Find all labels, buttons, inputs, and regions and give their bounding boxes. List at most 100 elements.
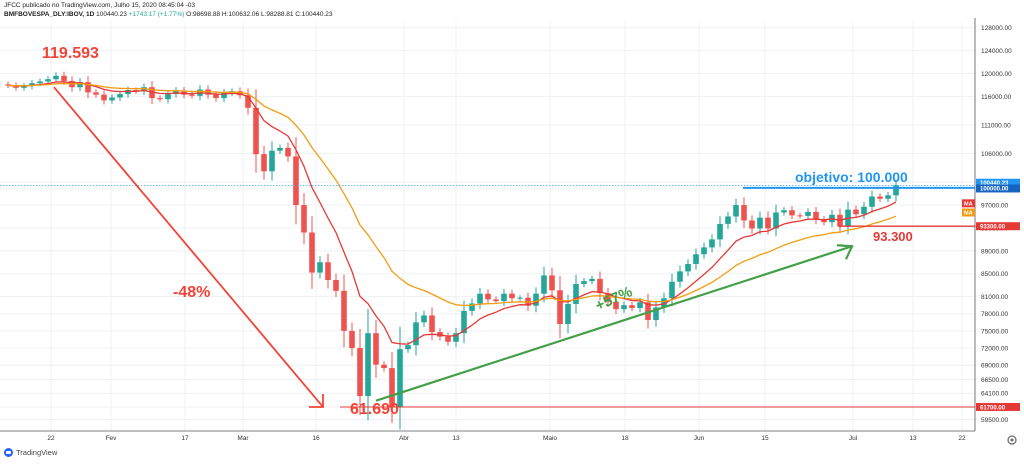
x-tick-label: 15	[761, 435, 769, 442]
low-value-label: 61.690	[350, 401, 399, 418]
x-tick-label: Mar	[237, 435, 249, 442]
candle-body	[645, 302, 651, 321]
candle-body	[581, 281, 587, 284]
brand-name: TradingView	[16, 448, 58, 457]
target-label: objetivo: 100.000	[795, 169, 908, 185]
ma-slow-badge-text: MA	[964, 210, 973, 216]
support-price-badge-bg	[976, 222, 1020, 231]
ohlc-values: O:98698.88 H:100632.06 L:98288.81 C:1004…	[186, 11, 333, 18]
settings-gear-icon	[1007, 435, 1017, 445]
x-tick-label: Maio	[543, 435, 557, 442]
moving-average-fast	[7, 81, 897, 345]
candle-body	[485, 293, 491, 300]
grid-lines	[0, 22, 975, 431]
candle-body	[29, 83, 35, 87]
candle-body	[309, 232, 315, 273]
y-tick-label: 85000.00	[981, 271, 1008, 278]
x-tick-label: 17	[181, 435, 189, 442]
candle-body	[349, 330, 355, 349]
candle-body	[269, 150, 275, 172]
candle-body	[773, 212, 779, 229]
candle-body	[445, 336, 451, 342]
target-price-badge-text: 100000.00	[980, 187, 1009, 193]
candle-body	[565, 304, 571, 325]
candle-body	[429, 315, 435, 333]
y-tick-label: 120000.00	[981, 71, 1012, 78]
high-value-label: 119.593	[42, 45, 99, 62]
candle-body	[181, 90, 187, 95]
y-tick-label: 69000.00	[981, 363, 1008, 370]
candle-body	[109, 97, 115, 101]
x-tick-label: Jul	[849, 435, 858, 442]
candle-body	[341, 290, 347, 331]
candle-body	[45, 79, 51, 82]
candle-body	[213, 94, 219, 99]
target-price-badge-bg	[976, 184, 1020, 193]
candle-body	[701, 247, 707, 255]
target-price-badge: 100000.00	[976, 184, 1020, 193]
low-price-badge: 61700.00	[976, 402, 1020, 411]
candle-body	[813, 211, 819, 220]
current-price-badge-bg	[976, 178, 1020, 187]
candle-body	[157, 98, 163, 100]
low-price-badge-bg	[976, 402, 1020, 411]
candle-body	[637, 302, 643, 309]
candle-body	[325, 262, 331, 280]
x-tick-label: Fev	[106, 435, 118, 442]
candle-body	[613, 301, 619, 310]
candle-body	[541, 275, 547, 294]
moving-average-slow	[7, 82, 897, 307]
candle-body	[669, 281, 675, 299]
y-tick-label: 78000.00	[981, 311, 1008, 318]
candle-body	[533, 293, 539, 306]
candle-body	[573, 283, 579, 305]
candle-body	[725, 216, 731, 224]
candle-body	[821, 219, 827, 223]
candle-body	[53, 75, 59, 80]
x-tick-label: 13	[909, 435, 917, 442]
candle-body	[389, 368, 395, 408]
chart-header: JFCC publicado no TradingView.com, Julho…	[4, 0, 1004, 22]
price-change: +1743.17 (+1.77%)	[128, 11, 185, 18]
candle-body	[461, 310, 467, 334]
y-tick-label: 72000.00	[981, 346, 1008, 353]
candle-body	[277, 147, 283, 151]
candle-body	[589, 278, 595, 282]
x-tick-label: 22	[47, 435, 55, 442]
candle-body	[261, 154, 267, 172]
y-tick-label: 116000.00	[981, 94, 1012, 101]
y-tick-label: 111000.00	[981, 122, 1011, 129]
candle-body	[125, 90, 131, 95]
ma-fast-badge: MA	[962, 199, 975, 208]
settings-gear-ring	[1007, 435, 1017, 445]
low-price-badge-text: 61700.00	[980, 405, 1006, 411]
candle-body	[117, 94, 123, 98]
candle-body	[413, 322, 419, 346]
candle-body	[629, 305, 635, 309]
candle-body	[741, 205, 747, 221]
candle-body	[421, 315, 427, 323]
candle-body	[453, 333, 459, 342]
y-tick-label: 66500.00	[981, 377, 1008, 384]
candle-body	[333, 279, 339, 291]
ma-fast-badge-bg	[962, 199, 975, 208]
candle-body	[221, 92, 227, 99]
support-price-badge: 93300.00	[976, 222, 1020, 230]
candle-body	[5, 84, 11, 86]
candle-body	[853, 209, 859, 215]
candle-body	[749, 220, 755, 229]
candle-body	[397, 349, 403, 408]
tradingview-logo-icon	[4, 448, 13, 457]
downtrend-arrow-line	[53, 86, 324, 408]
candle-body	[885, 195, 891, 199]
ma-fast-badge-text: MA	[964, 201, 973, 207]
candle-body	[685, 263, 691, 272]
candle-body	[501, 293, 507, 302]
candle-body	[37, 81, 43, 84]
uptrend-arrow-head	[836, 244, 854, 260]
x-tick-label: 13	[452, 435, 460, 442]
current-price-badge: 100440.23	[976, 178, 1020, 187]
ma-slow-badge-bg	[962, 208, 975, 217]
candle-body	[133, 90, 139, 92]
